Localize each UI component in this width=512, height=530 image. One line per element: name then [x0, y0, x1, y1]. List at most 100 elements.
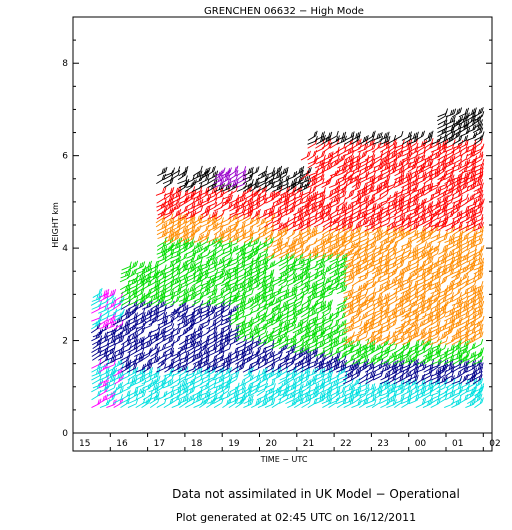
wind-barb [150, 367, 161, 377]
wind-barb [213, 179, 225, 188]
wind-barb [185, 261, 196, 271]
wind-barb [206, 165, 216, 177]
wind-barb-layer [90, 107, 485, 408]
x-tick-label: 23 [377, 439, 388, 449]
wind-barb [163, 391, 175, 401]
wind-barb [200, 230, 211, 240]
wind-barb [92, 287, 103, 298]
wind-barb [184, 308, 196, 318]
wind-barb [207, 284, 218, 295]
wind-barb [171, 190, 182, 200]
wind-barb [134, 322, 145, 334]
wind-barb [128, 260, 139, 271]
wind-barb [214, 289, 225, 298]
wind-barb [213, 240, 223, 251]
x-tick-label: 17 [154, 439, 165, 449]
wind-barb [256, 327, 268, 338]
wind-barb [127, 347, 138, 357]
wind-barb [185, 240, 195, 251]
x-tick-label: 20 [266, 439, 278, 449]
wind-barb [200, 167, 211, 177]
wind-barb [221, 183, 232, 192]
wind-barb [141, 291, 152, 302]
wind-barb [243, 166, 254, 177]
wind-barb [220, 169, 231, 181]
wind-barb [170, 261, 181, 271]
wind-barb [178, 166, 189, 177]
wind-barb [214, 167, 226, 177]
wind-barb [185, 300, 196, 310]
wind-barb [171, 347, 183, 357]
wind-barb [170, 328, 181, 338]
wind-barb [199, 224, 210, 236]
wind-barb [207, 327, 218, 338]
wind-barb [178, 395, 189, 405]
x-tick-label: 15 [79, 439, 90, 449]
wind-barb [135, 316, 147, 326]
wind-barb [156, 173, 166, 185]
wind-barb [141, 301, 153, 310]
wind-barb [221, 299, 232, 310]
wind-barb [249, 323, 260, 334]
wind-barb [249, 166, 260, 177]
footer-note: Data not assimilated in UK Model − Opera… [172, 487, 460, 501]
wind-barb [214, 229, 226, 240]
wind-barb [171, 185, 182, 196]
y-tick-label: 2 [62, 337, 68, 347]
wind-barb [207, 371, 218, 381]
wind-barb [380, 194, 392, 204]
wind-barb [437, 108, 449, 118]
wind-barb [105, 320, 117, 330]
wind-barb [149, 397, 160, 408]
wind-barb [265, 383, 276, 393]
wind-barb [221, 246, 232, 255]
wind-barb [207, 170, 219, 181]
time-strip [72, 432, 493, 452]
wind-barb [191, 316, 203, 326]
wind-barb [99, 382, 111, 393]
wind-barb [256, 271, 267, 283]
wind-barb [235, 383, 246, 393]
wind-barb [193, 279, 203, 291]
wind-barb [134, 261, 146, 271]
y-tick-label: 8 [62, 59, 68, 69]
wind-barb [236, 248, 247, 259]
wind-barb [221, 366, 232, 377]
wind-barb [141, 397, 151, 408]
wind-barb [149, 269, 160, 279]
wind-barb [91, 359, 102, 369]
wind-barb [178, 238, 190, 247]
wind-barb [431, 327, 442, 338]
wind-barb [220, 320, 232, 330]
wind-barb [170, 354, 181, 365]
wind-barb [178, 225, 189, 236]
wind-barb [229, 362, 239, 373]
wind-barb [199, 347, 210, 357]
wind-barb [121, 261, 132, 271]
wind-barb [120, 328, 132, 338]
wind-barb [257, 308, 269, 318]
wind-barb [243, 249, 255, 259]
wind-barb [213, 371, 224, 381]
wind-barb [178, 178, 190, 188]
wind-barb [236, 166, 247, 177]
wind-barb [191, 394, 203, 405]
wind-barb [98, 379, 109, 389]
wind-barb [157, 166, 168, 177]
wind-barb [157, 316, 169, 326]
x-axis: 15 16 17 18 19 20 21 22 23 00 01 02 [72, 433, 501, 451]
wind-barb [192, 205, 204, 216]
x-tick-label: 21 [303, 439, 314, 449]
wind-barb [220, 343, 232, 353]
wind-barb [105, 359, 116, 369]
wind-barb [235, 221, 246, 232]
wind-barb [250, 217, 261, 228]
x-tick-label: 19 [228, 439, 240, 449]
wind-barb [192, 252, 203, 263]
y-tick-label: 4 [62, 244, 68, 254]
wind-barb [258, 260, 269, 271]
wind-barb [250, 253, 262, 263]
wind-barb [199, 387, 210, 397]
x-tick-label: 01 [452, 439, 463, 449]
wind-barb [221, 233, 232, 243]
